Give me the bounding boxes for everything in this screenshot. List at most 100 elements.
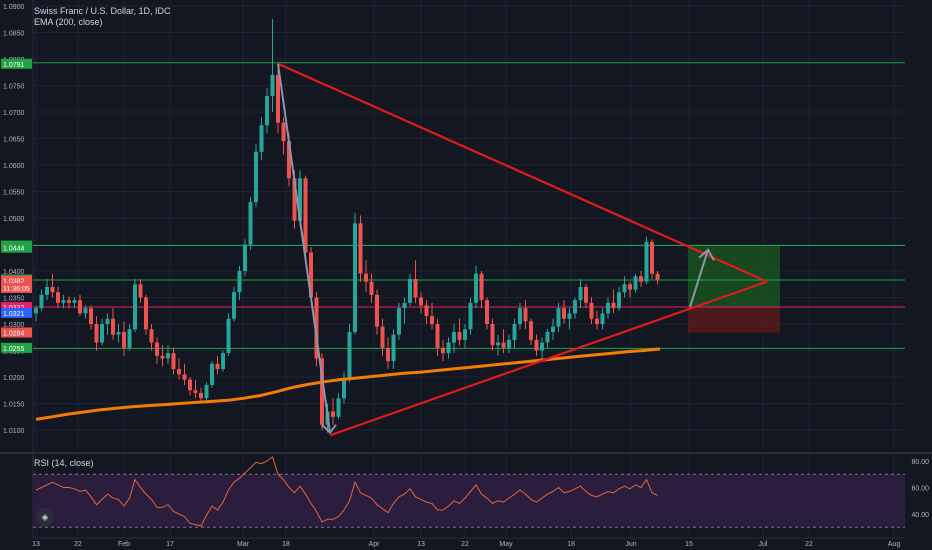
candle-body <box>270 74 275 97</box>
candle-body <box>331 411 335 417</box>
candle-body <box>248 202 253 245</box>
stop-zone <box>688 307 780 333</box>
price-tag-label: 11:36:05 <box>3 286 30 293</box>
candle-body <box>655 273 660 280</box>
candle-body <box>56 292 60 303</box>
candle-body <box>144 297 148 330</box>
candle-body <box>639 276 643 282</box>
candle-body <box>39 294 44 309</box>
candle-body <box>375 294 379 327</box>
candle-body <box>540 342 544 351</box>
candle-body <box>232 292 236 319</box>
x-tick-label: Mar <box>237 541 250 548</box>
price-tag <box>1 242 32 253</box>
candle-body <box>215 363 220 370</box>
candle-body <box>276 74 280 123</box>
target-zone <box>688 245 780 308</box>
candle-body <box>567 313 572 319</box>
candle-body <box>133 284 137 330</box>
candle-body <box>463 329 467 340</box>
triangle-upper-line <box>277 62 768 283</box>
candle-body <box>364 273 368 282</box>
y-tick-label: 1.0200 <box>3 375 25 382</box>
candle-body <box>650 241 654 274</box>
ema-legend: EMA (200, close) <box>34 17 103 27</box>
price-tag-label: 1.0791 <box>3 62 25 69</box>
price-tag <box>1 307 32 318</box>
candle-body <box>573 300 577 314</box>
candle-body <box>518 308 522 324</box>
candle-body <box>419 297 423 306</box>
rsi-legend: RSI (14, close) <box>34 458 94 468</box>
candle-body <box>369 281 374 295</box>
y-tick-label: 1.0650 <box>3 137 25 144</box>
y-tick-label: 1.0600 <box>3 163 25 170</box>
candle-body <box>94 324 99 343</box>
x-tick-label: 22 <box>805 541 813 548</box>
candle-body <box>424 305 429 317</box>
down-arrow-head <box>321 423 337 435</box>
rsi-line <box>35 456 658 527</box>
candle-body <box>204 384 209 399</box>
candle-body <box>314 297 319 359</box>
tradingview-logo-icon[interactable]: ◈ <box>36 508 54 526</box>
candle-body <box>83 308 88 314</box>
x-tick-label: Jul <box>759 541 768 548</box>
x-tick-label: 22 <box>461 541 469 548</box>
x-tick-label: 15 <box>685 541 693 548</box>
rsi-band <box>33 474 905 528</box>
y-tick-label: 1.0500 <box>3 216 25 223</box>
candle-body <box>72 300 77 303</box>
candle-body <box>347 331 352 380</box>
candle-body <box>67 300 71 303</box>
price-tag <box>1 282 32 293</box>
candle-body <box>496 342 500 346</box>
candle-body <box>342 379 346 399</box>
candle-body <box>188 379 192 391</box>
candle-body <box>105 318 110 324</box>
candle-body <box>226 318 231 354</box>
candle-body <box>265 96 269 126</box>
candle-body <box>457 331 462 340</box>
candle-body <box>474 273 478 303</box>
candle-body <box>45 286 49 295</box>
candle-body <box>408 278 412 303</box>
x-tick-label: Aug <box>888 541 901 548</box>
candle-body <box>127 329 132 348</box>
price-tag <box>1 342 32 353</box>
candle-body <box>523 308 528 322</box>
candle-body <box>413 278 418 298</box>
candle-body <box>122 331 126 348</box>
price-tag-label: 1.0255 <box>3 346 25 353</box>
candle-body <box>259 125 264 152</box>
candle-body <box>193 390 198 393</box>
candle-body <box>221 353 225 370</box>
candle-body <box>116 331 121 335</box>
candle-body <box>210 363 214 385</box>
panel-separator <box>0 452 932 454</box>
x-tick-label: 18 <box>282 541 290 548</box>
price-tag <box>1 275 32 286</box>
candle-body <box>633 276 638 290</box>
candle-body <box>562 308 566 319</box>
candle-body <box>100 324 104 343</box>
candle-body <box>243 244 247 271</box>
y-tick-label: 1.0550 <box>3 190 25 197</box>
candle-body <box>303 178 308 253</box>
candle-body <box>545 331 550 343</box>
y-tick-label: 1.0300 <box>3 322 25 329</box>
y-tick-label: 1.0150 <box>3 402 25 409</box>
candle-body <box>622 284 627 293</box>
candle-body <box>177 369 181 375</box>
candle-body <box>402 302 407 309</box>
rsi-y-tick-label: 80.00 <box>911 459 929 466</box>
candle-body <box>34 308 38 314</box>
chart-title: Swiss Franc / U.S. Dollar, 1D, IDC <box>34 6 171 16</box>
candle-body <box>111 318 115 335</box>
candle-body <box>61 300 66 303</box>
x-tick-label: Jun <box>625 541 636 548</box>
candle-body <box>606 302 610 314</box>
y-tick-label: 1.0700 <box>3 110 25 117</box>
candle-body <box>336 398 341 417</box>
